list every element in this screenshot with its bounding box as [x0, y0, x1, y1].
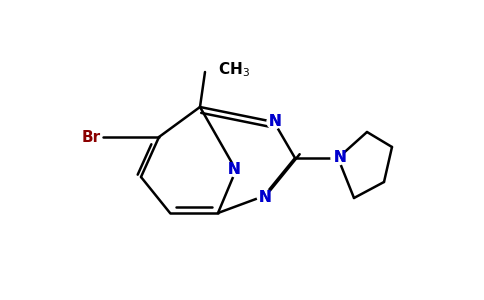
Text: N: N [227, 161, 241, 176]
Text: N: N [333, 149, 347, 164]
Text: N: N [258, 190, 272, 206]
Text: N: N [227, 161, 241, 176]
Circle shape [257, 189, 271, 203]
Circle shape [229, 163, 243, 177]
Text: N: N [269, 113, 281, 128]
Text: CH$_3$: CH$_3$ [218, 61, 250, 79]
Circle shape [267, 115, 281, 129]
Text: Br: Br [82, 130, 101, 145]
Text: N: N [269, 113, 281, 128]
Text: N: N [333, 149, 347, 164]
Text: N: N [258, 190, 272, 206]
Circle shape [331, 151, 345, 165]
